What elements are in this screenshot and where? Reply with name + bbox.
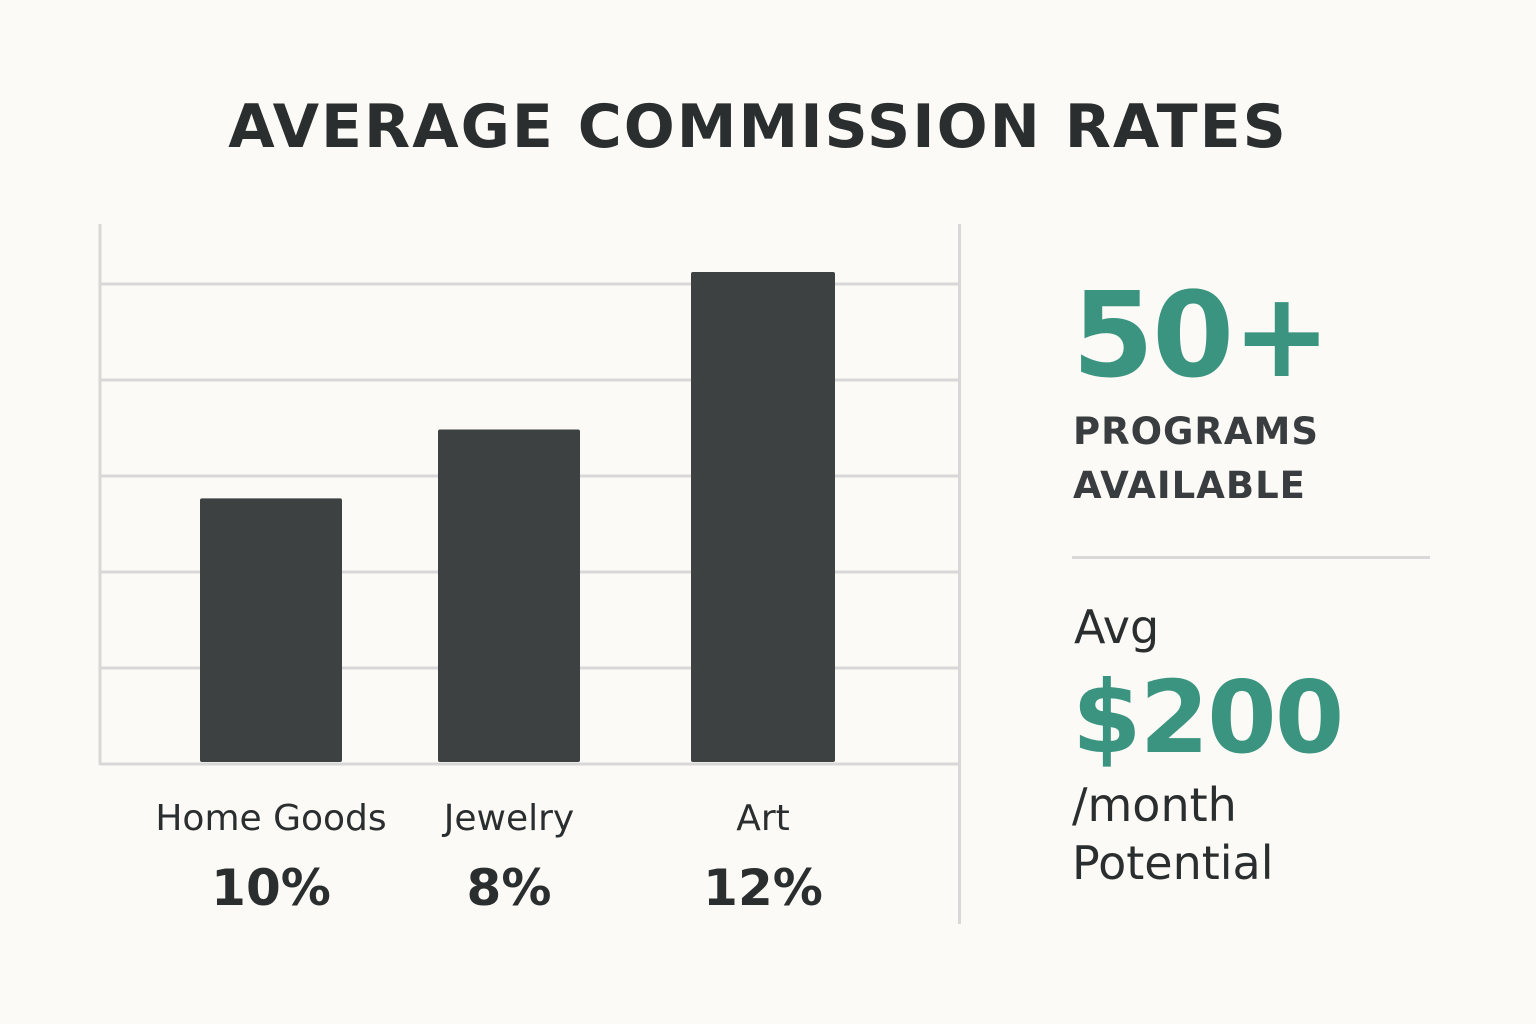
category-label: Home Goods	[155, 798, 386, 839]
category-label: Jewelry	[442, 798, 574, 839]
bar-home-goods	[200, 498, 342, 762]
category-label: Art	[736, 798, 790, 839]
bar-jewelry	[438, 429, 580, 762]
avg-prefix: Avg	[1074, 600, 1160, 654]
horizontal-divider	[1072, 556, 1430, 559]
bar-art	[691, 272, 835, 762]
avg-suffix-line2: Potential	[1072, 836, 1274, 890]
avg-suffix-line1: /month	[1072, 778, 1237, 832]
value-label: 8%	[467, 859, 552, 917]
value-label: 10%	[211, 859, 331, 917]
programs-label-line2: AVAILABLE	[1073, 464, 1306, 507]
bar-chart: Home Goods 10% Jewelry 8% Art 12%	[98, 224, 958, 917]
vertical-divider	[958, 224, 961, 924]
avg-earnings-value: $200	[1072, 659, 1344, 776]
programs-count: 50+	[1072, 266, 1331, 404]
programs-label-line1: PROGRAMS	[1073, 410, 1320, 453]
value-label: 12%	[703, 859, 823, 917]
chart-title: AVERAGE COMMISSION RATES	[228, 92, 1288, 162]
